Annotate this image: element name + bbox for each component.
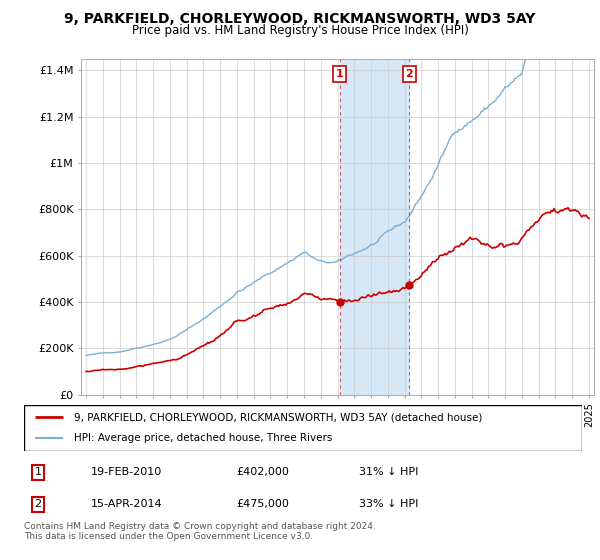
- Bar: [340, 59, 409, 395]
- Text: 1: 1: [335, 69, 343, 79]
- Text: 19-FEB-2010: 19-FEB-2010: [91, 468, 162, 478]
- Text: 9, PARKFIELD, CHORLEYWOOD, RICKMANSWORTH, WD3 5AY: 9, PARKFIELD, CHORLEYWOOD, RICKMANSWORTH…: [64, 12, 536, 26]
- Text: Price paid vs. HM Land Registry's House Price Index (HPI): Price paid vs. HM Land Registry's House …: [131, 24, 469, 36]
- Text: 1: 1: [34, 468, 41, 478]
- Text: £475,000: £475,000: [236, 500, 289, 510]
- Text: 2: 2: [34, 500, 41, 510]
- Text: Contains HM Land Registry data © Crown copyright and database right 2024.
This d: Contains HM Land Registry data © Crown c…: [24, 522, 376, 542]
- Text: HPI: Average price, detached house, Three Rivers: HPI: Average price, detached house, Thre…: [74, 433, 332, 444]
- Text: 15-APR-2014: 15-APR-2014: [91, 500, 163, 510]
- Text: 31% ↓ HPI: 31% ↓ HPI: [359, 468, 418, 478]
- Text: 2: 2: [406, 69, 413, 79]
- Text: £402,000: £402,000: [236, 468, 289, 478]
- Text: 9, PARKFIELD, CHORLEYWOOD, RICKMANSWORTH, WD3 5AY (detached house): 9, PARKFIELD, CHORLEYWOOD, RICKMANSWORTH…: [74, 412, 482, 422]
- Text: 33% ↓ HPI: 33% ↓ HPI: [359, 500, 418, 510]
